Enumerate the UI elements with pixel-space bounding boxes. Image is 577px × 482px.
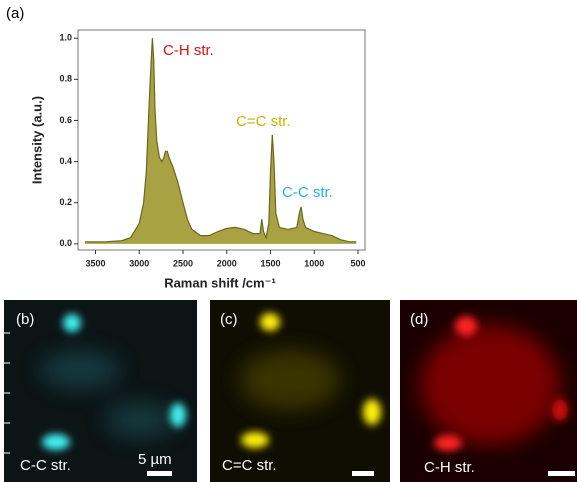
y-tick-label: 0.0 [59,238,72,248]
x-tick-label: 2000 [217,258,237,268]
x-tick-label: 500 [350,258,365,268]
panel-label: (a) [6,5,24,22]
panel-label: (b) [16,311,34,328]
figure: (a) C-H str. C=C str. C-C str. Raman shi… [0,0,577,482]
y-tick-label: 0.4 [59,156,72,166]
y-tick-label: 0.2 [59,197,72,207]
x-tick-label: 3000 [129,258,149,268]
y-tick-label: 0.6 [59,115,72,125]
panel-caption: C-H str. [424,459,475,476]
y-tick-label: 0.8 [59,74,72,84]
panel-caption: C-C str. [20,457,71,474]
annotation: C=C str. [236,113,291,130]
x-tick-label: 1000 [304,258,324,268]
annotation: C-C str. [282,184,333,201]
scale-bar-label: 5 µm [138,451,172,468]
annotation: C-H str. [163,42,214,59]
panel-caption: C=C str. [222,457,277,474]
spectrum-line [85,38,356,242]
x-axis-title: Raman shift /cm⁻¹ [164,275,276,290]
y-tick-label: 1.0 [59,33,72,43]
plot-frame [78,30,365,250]
area-fill [85,38,356,244]
panel-label: (d) [410,311,428,328]
panel-label: (c) [220,311,238,328]
x-tick-label: 1500 [260,258,280,268]
x-tick-label: 2500 [173,258,193,268]
x-tick-label: 3500 [85,258,105,268]
y-axis-title: Intensity (a.u.) [29,96,44,184]
